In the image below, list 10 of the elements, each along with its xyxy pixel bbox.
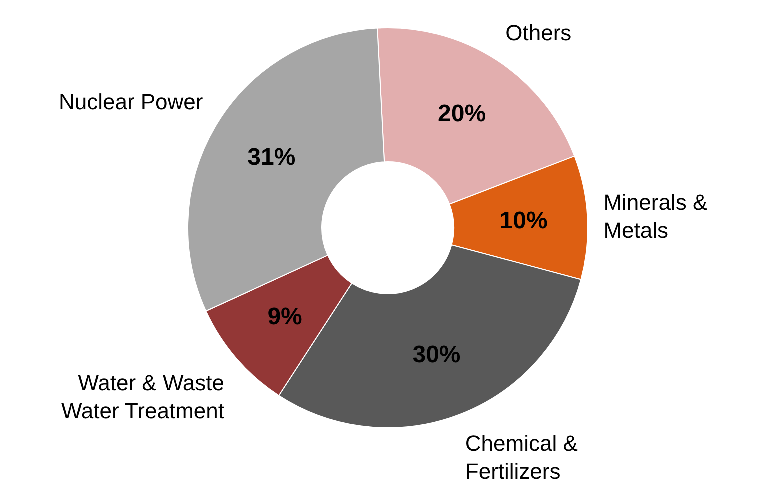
slice-label: Water & Waste Water Treatment (61, 370, 224, 424)
data-label: 9% (268, 303, 302, 330)
slice-label: Nuclear Power (58, 90, 204, 115)
data-label: 20% (438, 100, 486, 128)
data-label: 10% (500, 207, 548, 234)
slice-label: Others (506, 20, 572, 46)
slice-label: Minerals & Metals (604, 190, 708, 244)
slice-label: Chemical & Fertilizers (465, 431, 578, 484)
data-label: 31% (248, 144, 296, 172)
data-label: 30% (412, 341, 461, 368)
